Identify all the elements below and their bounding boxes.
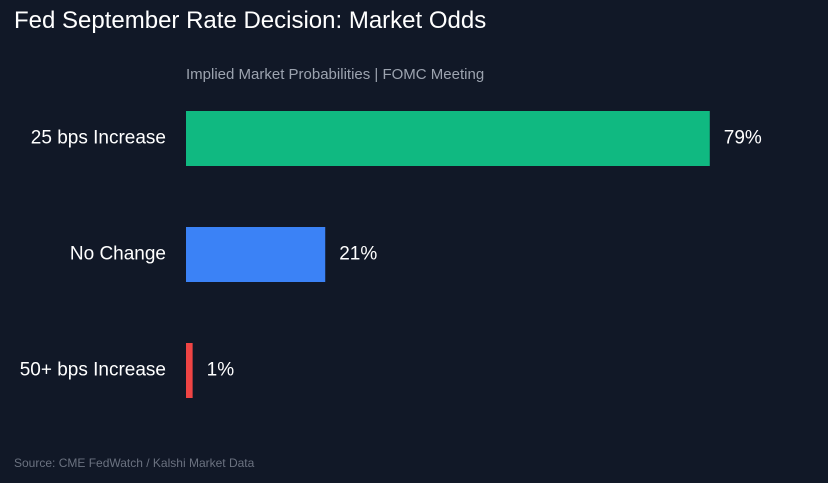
category-label-no-change: No Change [70, 244, 166, 265]
value-label-25-bps-increase: 79% [724, 128, 762, 149]
category-label-25-bps-increase: 25 bps Increase [31, 128, 166, 149]
source-note: Source: CME FedWatch / Kalshi Market Dat… [14, 456, 255, 470]
chart-title: Fed September Rate Decision: Market Odds [14, 7, 487, 34]
bar-50-bps-increase [186, 343, 193, 398]
bar-no-change [186, 227, 326, 282]
bar-25-bps-increase [186, 111, 710, 166]
value-label-50-bps-increase: 1% [207, 360, 235, 381]
chart-subtitle: Implied Market Probabilities | FOMC Meet… [186, 66, 485, 83]
category-label-50-bps-increase: 50+ bps Increase [20, 360, 166, 381]
value-label-no-change: 21% [339, 244, 377, 265]
